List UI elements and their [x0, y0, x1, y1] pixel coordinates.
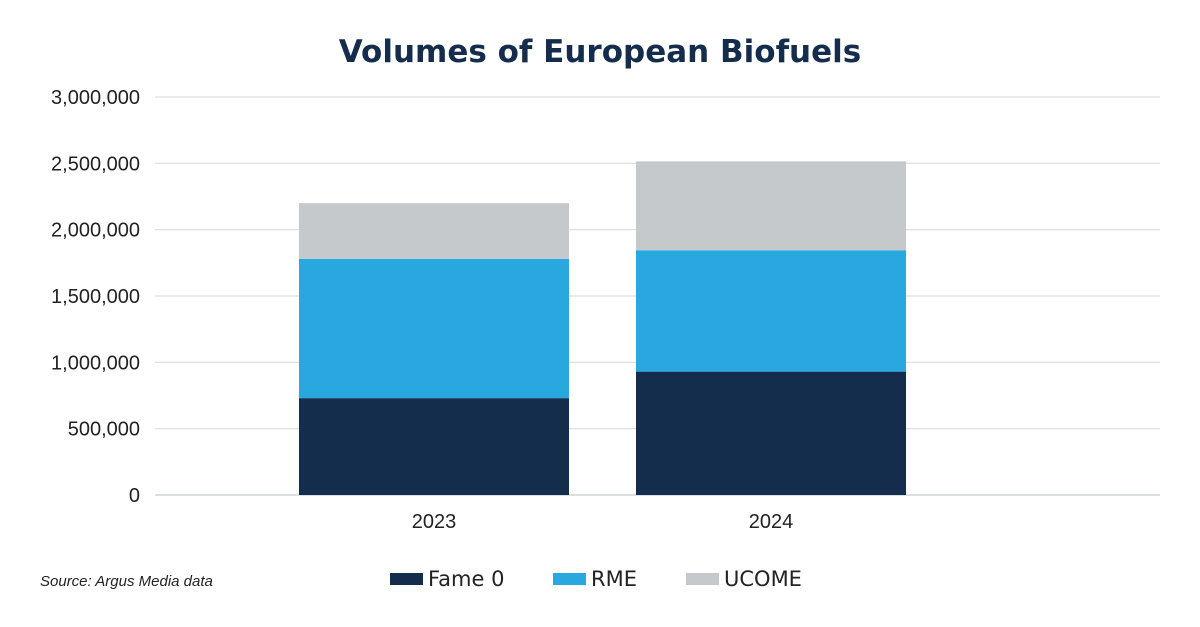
y-tick-label: 2,000,000 [51, 220, 140, 242]
y-tick-label: 1,000,000 [51, 352, 140, 374]
legend-swatch-rme [553, 573, 586, 585]
x-axis-ticks: 2023 2024 [412, 511, 794, 533]
x-tick-label: 2024 [749, 511, 794, 533]
bar-rme-2024 [636, 250, 906, 372]
bar-fame-0-2023 [299, 398, 569, 495]
y-axis-ticks: 0 500,000 1,000,000 1,500,000 2,000,000 2,500… [51, 87, 140, 507]
y-tick-label: 3,000,000 [51, 87, 140, 109]
y-tick-label: 0 [129, 485, 140, 507]
bars [299, 161, 906, 495]
x-tick-label: 2023 [412, 511, 457, 533]
y-tick-label: 500,000 [68, 419, 140, 441]
source-note: Source: Argus Media data [40, 573, 213, 590]
bar-rme-2023 [299, 258, 569, 399]
legend-swatch-ucome [686, 573, 719, 585]
bar-ucome-2024 [636, 161, 906, 251]
y-tick-label: 1,500,000 [51, 286, 140, 308]
chart-title: Volumes of European Biofuels [339, 34, 861, 70]
legend-label-ucome: UCOME [724, 567, 802, 591]
bar-ucome-2023 [299, 203, 569, 259]
y-tick-label: 2,500,000 [51, 153, 140, 175]
bar-fame-0-2024 [636, 371, 906, 495]
legend-label-fame-0: Fame 0 [428, 567, 504, 591]
legend-swatch-fame-0 [390, 573, 423, 585]
legend-label-rme: RME [591, 567, 637, 591]
legend: Fame 0 RME UCOME [390, 567, 802, 591]
